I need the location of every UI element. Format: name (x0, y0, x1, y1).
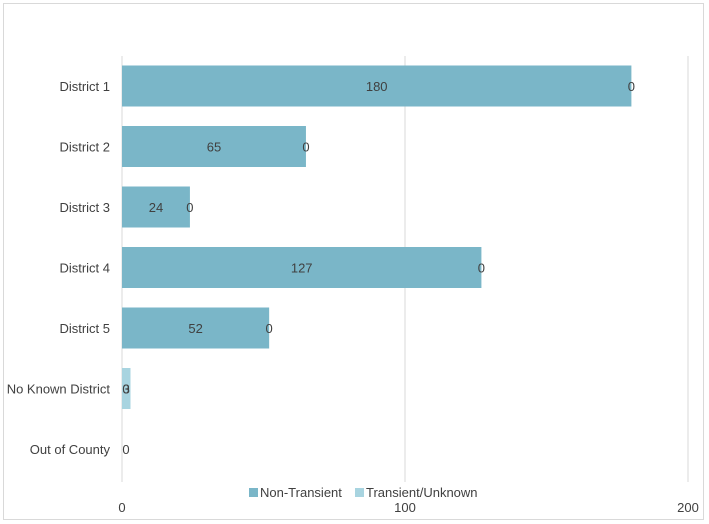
data-label: 0 (478, 261, 485, 276)
x-tick-label: 100 (394, 500, 416, 515)
data-label: 127 (291, 261, 313, 276)
data-label: 180 (366, 79, 388, 94)
category-label: No Known District (7, 382, 111, 397)
data-label: 0 (302, 140, 309, 155)
data-label: 52 (188, 321, 202, 336)
category-label: District 4 (59, 261, 110, 276)
legend: Non-Transient Transient/Unknown (249, 485, 478, 500)
legend-swatch (249, 488, 258, 497)
legend-swatch (355, 488, 364, 497)
bars (122, 66, 631, 410)
data-label: 24 (149, 200, 163, 215)
category-labels: District 1 District 2 District 3 District 4… (7, 79, 111, 457)
legend-label: Transient/Unknown (366, 485, 478, 500)
data-label: 0 (628, 79, 635, 94)
data-label: 0 (266, 321, 273, 336)
category-label: District 5 (59, 321, 110, 336)
category-label: District 2 (59, 140, 110, 155)
category-label: District 1 (59, 79, 110, 94)
category-label: Out of County (30, 442, 111, 457)
x-tick-label: 0 (118, 500, 125, 515)
legend-label: Non-Transient (260, 485, 342, 500)
x-tick-labels: 0 100 200 (118, 500, 698, 515)
data-label: 0 (186, 200, 193, 215)
data-label: 0 (122, 442, 129, 457)
category-label: District 3 (59, 200, 110, 215)
data-label: 65 (207, 140, 221, 155)
data-label: 3 (123, 382, 130, 397)
x-tick-label: 200 (677, 500, 699, 515)
